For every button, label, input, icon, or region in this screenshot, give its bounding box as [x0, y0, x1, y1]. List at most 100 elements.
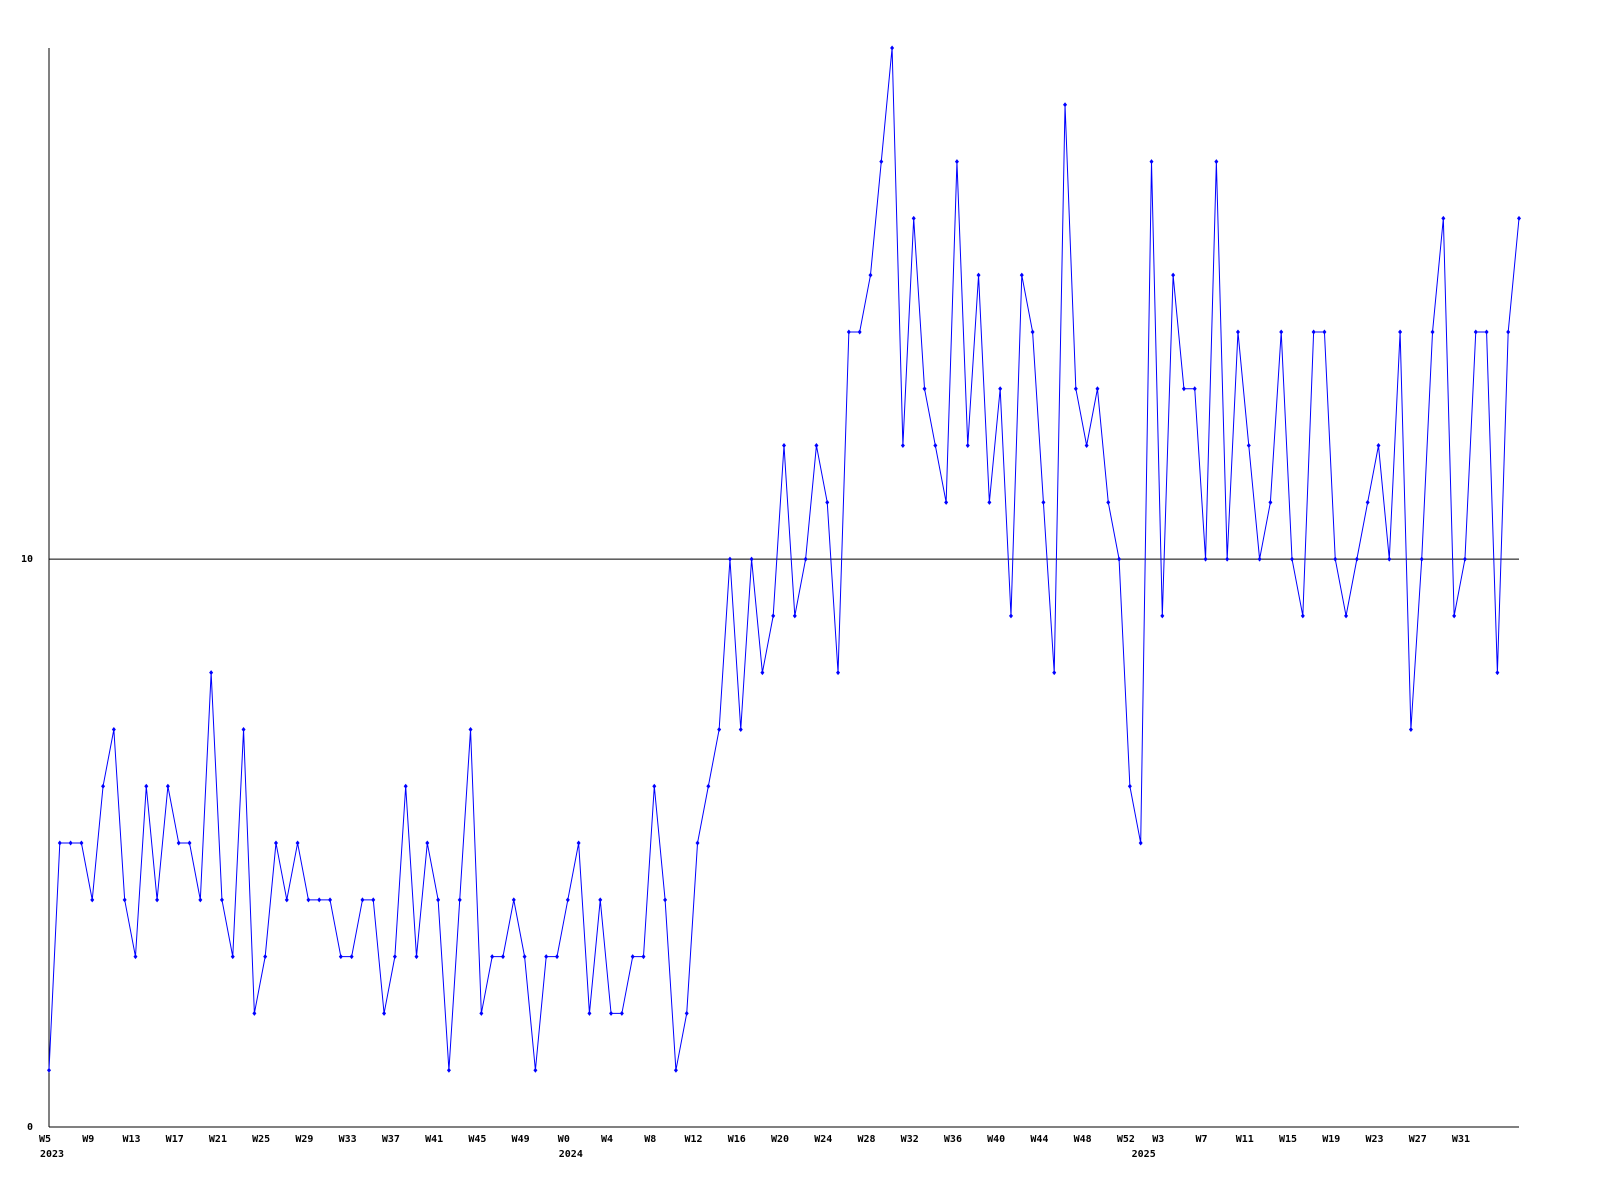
data-point — [360, 897, 365, 903]
x-tick-label: W16 — [728, 1134, 746, 1145]
data-point — [944, 499, 949, 505]
data-point — [1344, 613, 1349, 619]
data-point — [230, 954, 235, 960]
data-point — [965, 443, 970, 449]
data-point — [1095, 386, 1100, 392]
data-point — [555, 954, 560, 960]
data-point — [414, 954, 419, 960]
data-point — [1138, 840, 1143, 846]
data-point — [68, 840, 73, 846]
x-tick-label: W37 — [382, 1134, 400, 1145]
data-point — [1452, 613, 1457, 619]
x-tick-label: W25 — [252, 1134, 270, 1145]
data-point — [1117, 556, 1122, 562]
data-point — [371, 897, 376, 903]
data-point — [1268, 499, 1273, 505]
data-point — [198, 897, 203, 903]
x-tick-label: W15 — [1279, 1134, 1297, 1145]
data-point — [176, 840, 181, 846]
data-point — [1365, 499, 1370, 505]
data-point — [1019, 272, 1024, 278]
data-point — [1246, 443, 1251, 449]
data-point — [987, 499, 992, 505]
data-point — [101, 783, 106, 789]
x-tick-label: W3 — [1152, 1134, 1164, 1145]
data-point — [133, 954, 138, 960]
data-point — [1084, 443, 1089, 449]
x-tick-label: W41 — [425, 1134, 443, 1145]
data-point — [706, 783, 711, 789]
data-point — [673, 1067, 678, 1073]
data-point — [1214, 159, 1219, 165]
data-point — [328, 897, 333, 903]
data-point — [565, 897, 570, 903]
data-point — [403, 783, 408, 789]
data-point — [1506, 329, 1511, 335]
x-year-label: 2023 — [40, 1149, 64, 1160]
data-point — [1160, 613, 1165, 619]
x-tick-label: W40 — [987, 1134, 1005, 1145]
data-point — [1484, 329, 1489, 335]
data-point — [1127, 783, 1132, 789]
data-point — [1008, 613, 1013, 619]
data-point — [252, 1010, 257, 1016]
y-tick-label: 10 — [21, 554, 33, 565]
x-tick-label: W32 — [901, 1134, 919, 1145]
data-point — [1203, 556, 1208, 562]
data-point — [111, 726, 116, 732]
data-point — [57, 840, 62, 846]
x-tick-label: W23 — [1365, 1134, 1383, 1145]
data-point — [727, 556, 732, 562]
x-year-label: 2025 — [1132, 1149, 1156, 1160]
x-tick-label: W49 — [512, 1134, 530, 1145]
data-point — [382, 1010, 387, 1016]
data-point — [79, 840, 84, 846]
data-point — [825, 499, 830, 505]
data-point — [1290, 556, 1295, 562]
x-tick-label: W8 — [644, 1134, 656, 1145]
data-point — [1376, 443, 1381, 449]
data-point — [144, 783, 149, 789]
data-point — [933, 443, 938, 449]
x-tick-label: W24 — [814, 1134, 832, 1145]
data-point — [219, 897, 224, 903]
data-point — [652, 783, 657, 789]
data-point — [1495, 670, 1500, 676]
x-tick-label: W4 — [601, 1134, 613, 1145]
data-point — [446, 1067, 451, 1073]
data-point — [1225, 556, 1230, 562]
data-point — [922, 386, 927, 392]
x-tick-label: W5 — [39, 1134, 51, 1145]
data-point — [209, 670, 214, 676]
data-point — [1408, 726, 1413, 732]
data-point — [273, 840, 278, 846]
x-tick-label: W36 — [944, 1134, 962, 1145]
data-point — [165, 783, 170, 789]
data-point — [284, 897, 289, 903]
x-year-label: 2024 — [559, 1149, 583, 1160]
data-point — [814, 443, 819, 449]
data-point — [317, 897, 322, 903]
data-point — [609, 1010, 614, 1016]
data-point — [1149, 159, 1154, 165]
data-point — [1473, 329, 1478, 335]
data-point — [1171, 272, 1176, 278]
data-point — [911, 215, 916, 221]
data-point — [155, 897, 160, 903]
data-point — [1387, 556, 1392, 562]
data-point — [500, 954, 505, 960]
data-point — [1052, 670, 1057, 676]
data-point — [1235, 329, 1240, 335]
data-point — [782, 443, 786, 449]
data-point — [544, 954, 549, 960]
data-point — [1419, 556, 1424, 562]
data-point — [663, 897, 668, 903]
x-tick-label: W11 — [1236, 1134, 1254, 1145]
data-point — [846, 329, 851, 335]
data-point — [122, 897, 127, 903]
data-point — [598, 897, 603, 903]
data-point — [1300, 613, 1305, 619]
x-tick-label: W29 — [295, 1134, 313, 1145]
data-point — [760, 670, 765, 676]
data-point — [1333, 556, 1338, 562]
